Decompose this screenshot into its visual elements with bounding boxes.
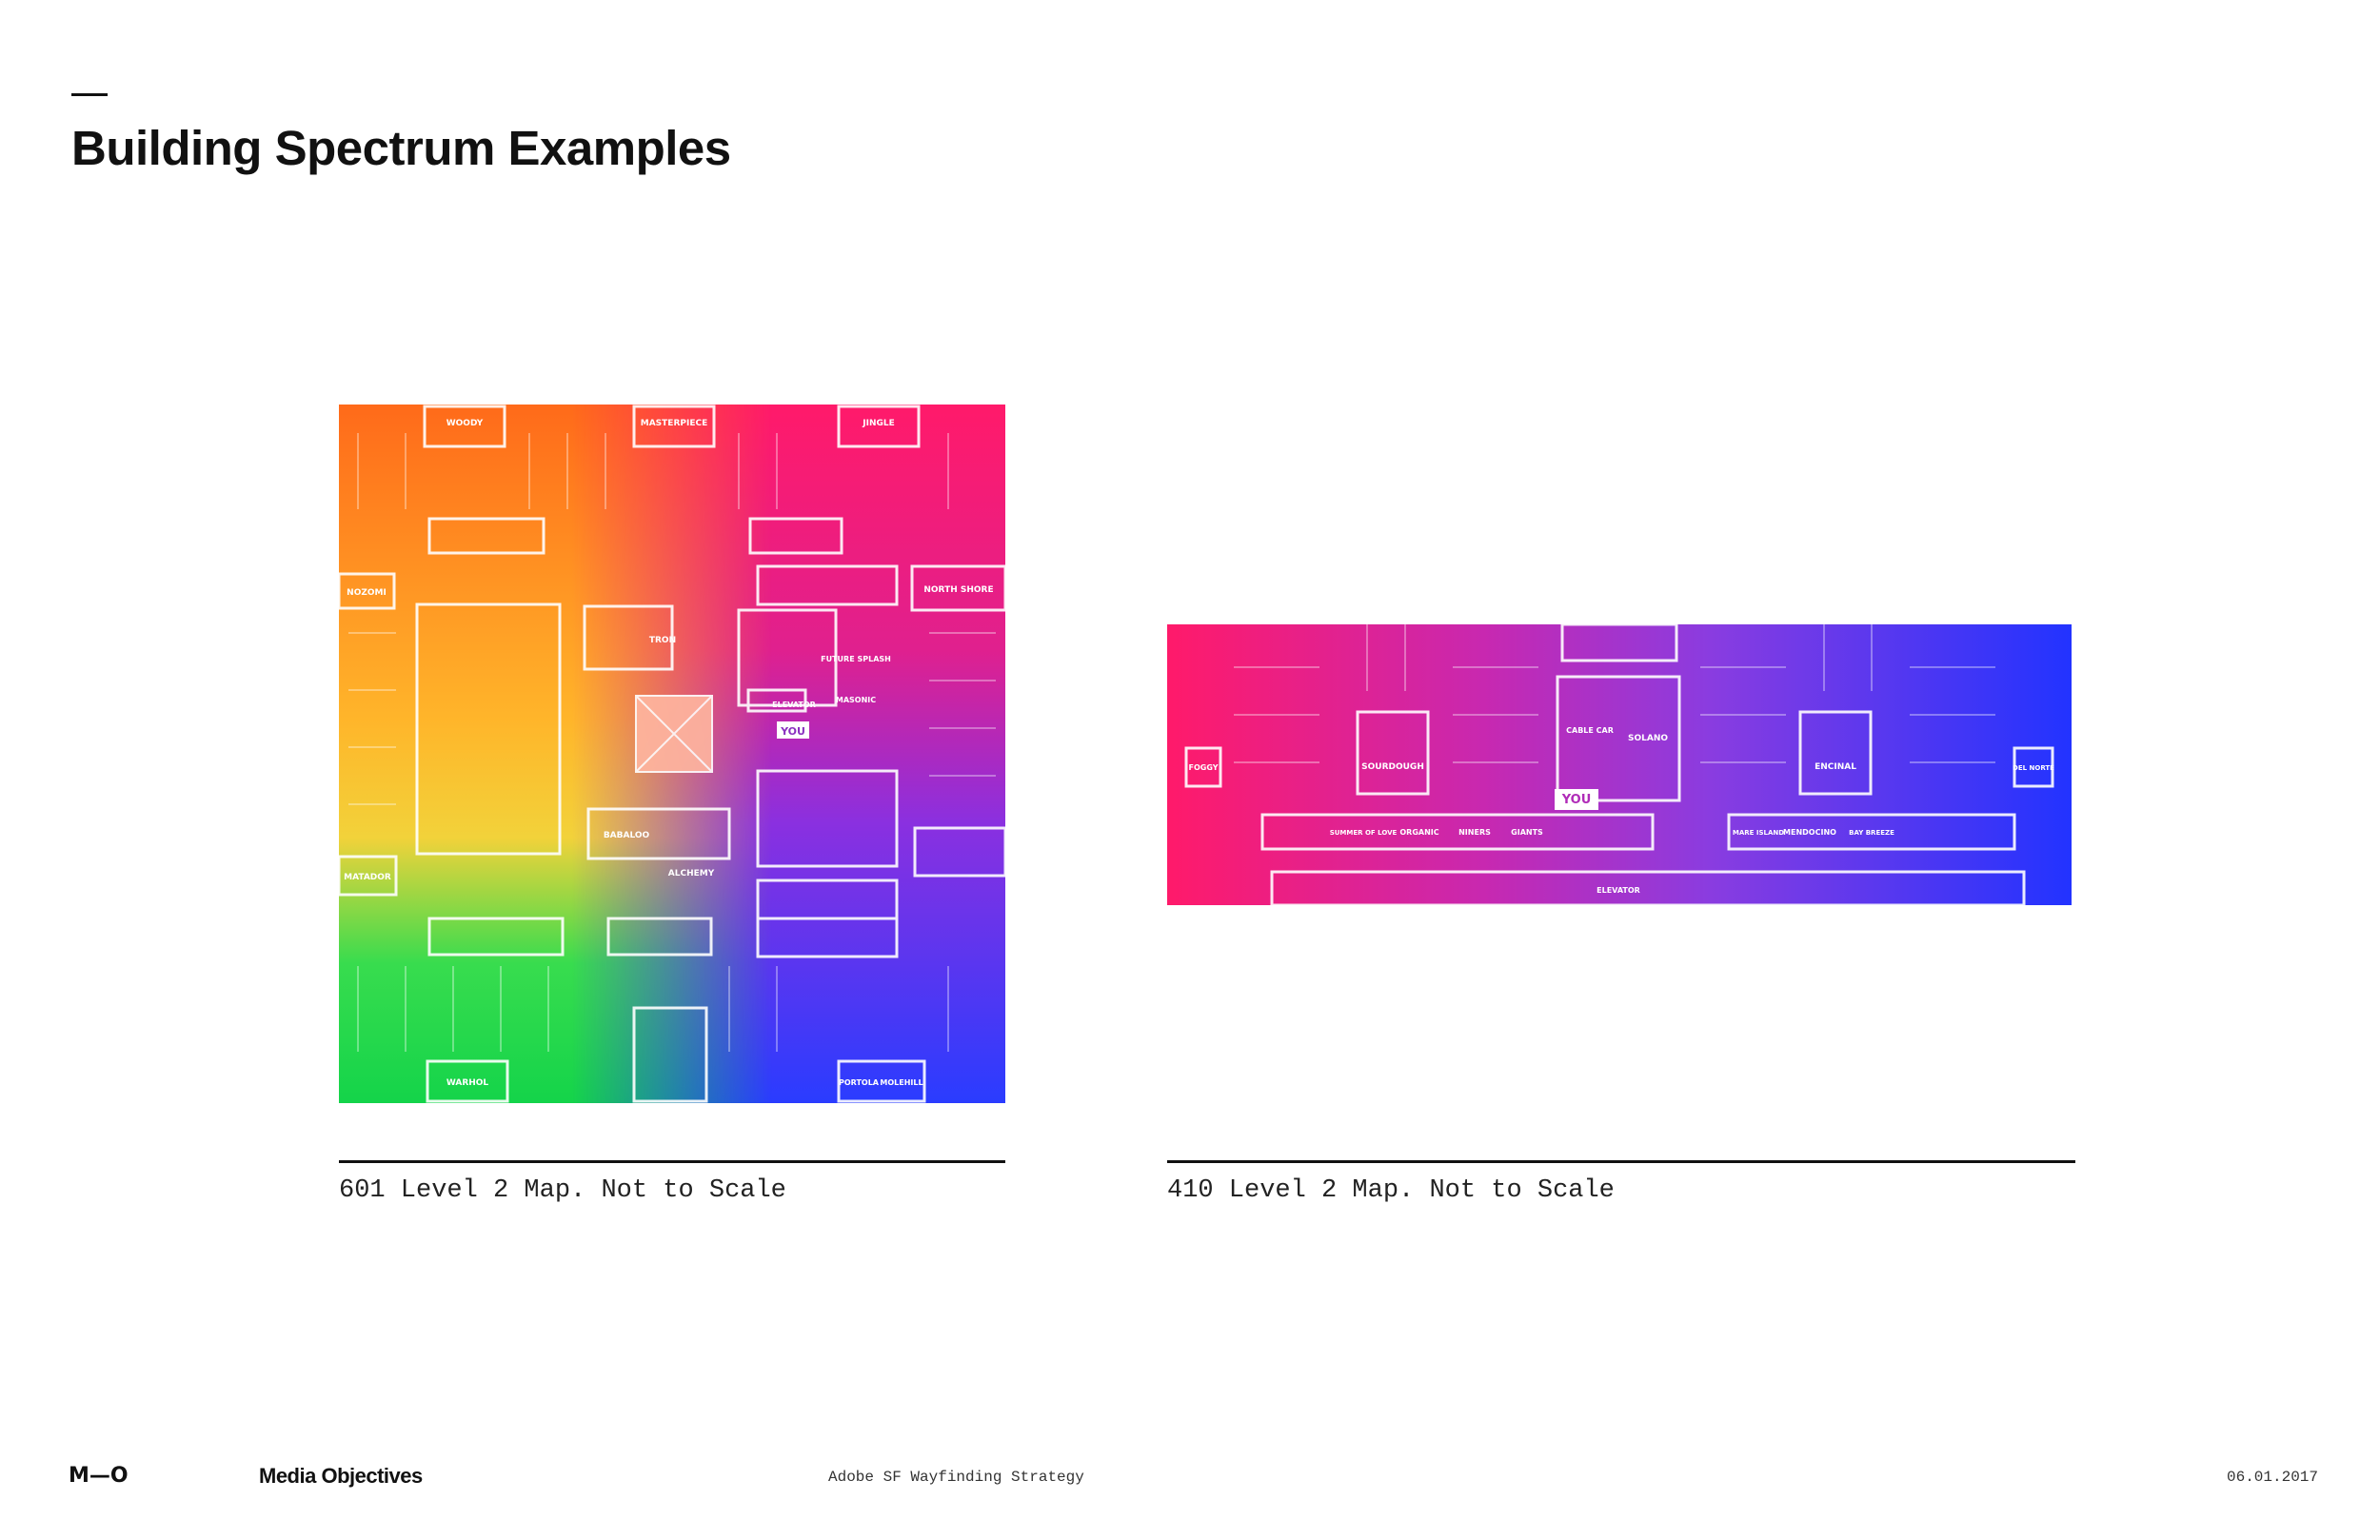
room-sourdough: SOURDOUGH (1361, 762, 1424, 772)
room-niners: NINERS (1458, 828, 1491, 837)
room-del-norte: DEL NORTE (2013, 764, 2054, 772)
footer-brand: Media Objectives (259, 1464, 423, 1488)
room-masonic: MASONIC (836, 696, 876, 704)
room-summer-of-love: SUMMER OF LOVE (1330, 829, 1398, 837)
you-marker-410 (1555, 789, 1598, 810)
room-matador: MATADOR (344, 873, 391, 882)
room-mendocino: MENDOCINO (1783, 828, 1836, 837)
room-molehill: MOLEHILL (880, 1078, 922, 1087)
you-marker (777, 721, 809, 739)
room-jingle: JINGLE (862, 419, 895, 428)
map-410-level-2: FOGGY SOURDOUGH CABLE CAR SOLANO ENCINAL… (1167, 624, 2072, 905)
room-solano: SOLANO (1628, 734, 1668, 743)
map-410-caption: 410 Level 2 Map. Not to Scale (1167, 1176, 1615, 1205)
room-giants: GIANTS (1511, 828, 1543, 837)
map-601-level-2: WOODY MASTERPIECE JINGLE NOZOMI NORTH SH… (339, 405, 1005, 1103)
room-woody: WOODY (446, 419, 484, 428)
room-bay-breeze: BAY BREEZE (1849, 829, 1894, 837)
room-elevator-410: ELEVATOR (1597, 886, 1640, 895)
page-title: Building Spectrum Examples (71, 121, 731, 175)
room-alchemy: ALCHEMY (668, 869, 715, 879)
room-portola: PORTOLA (839, 1078, 880, 1087)
room-tron: TRON (649, 636, 676, 645)
room-organic: ORGANIC (1399, 828, 1438, 837)
map-601-svg: WOODY MASTERPIECE JINGLE NOZOMI NORTH SH… (339, 405, 1005, 1103)
room-elevator-601: ELEVATOR (772, 701, 816, 709)
room-cable-car: CABLE CAR (1566, 726, 1614, 735)
room-masterpiece: MASTERPIECE (641, 419, 707, 428)
footer-project: Adobe SF Wayfinding Strategy (828, 1469, 1084, 1486)
room-future-splash: FUTURE SPLASH (821, 655, 891, 663)
room-babaloo: BABALOO (604, 831, 650, 840)
room-north-shore: NORTH SHORE (923, 585, 993, 595)
title-dash (71, 93, 108, 96)
footer-date: 06.01.2017 (2226, 1469, 2318, 1486)
footer-logo: M—O (69, 1464, 129, 1488)
map-601-caption: 601 Level 2 Map. Not to Scale (339, 1176, 786, 1205)
you-label-410: YOU (1561, 793, 1592, 807)
map-601-rule (339, 1160, 1005, 1163)
stair-core (635, 695, 713, 773)
room-warhol: WARHOL (446, 1078, 489, 1088)
room-nozomi: NOZOMI (347, 588, 387, 598)
room-encinal: ENCINAL (1815, 762, 1856, 772)
map-410-svg: FOGGY SOURDOUGH CABLE CAR SOLANO ENCINAL… (1167, 624, 2072, 905)
room-mare-island: MARE ISLAND (1733, 829, 1784, 837)
you-label-601: YOU (780, 725, 805, 738)
room-foggy: FOGGY (1188, 763, 1218, 772)
map-410-rule (1167, 1160, 2075, 1163)
